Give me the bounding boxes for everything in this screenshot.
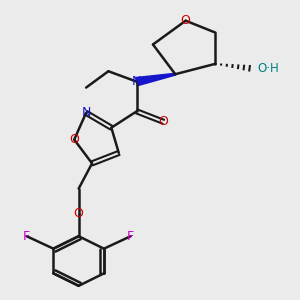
Text: F: F [127,230,134,243]
Text: O: O [74,207,84,220]
Text: N: N [81,106,91,119]
Text: N: N [132,75,141,88]
Text: O: O [181,14,190,27]
Text: F: F [23,230,30,243]
Polygon shape [136,73,176,86]
Text: O: O [69,133,79,146]
Text: O: O [158,115,168,128]
Text: O·H: O·H [257,62,279,75]
